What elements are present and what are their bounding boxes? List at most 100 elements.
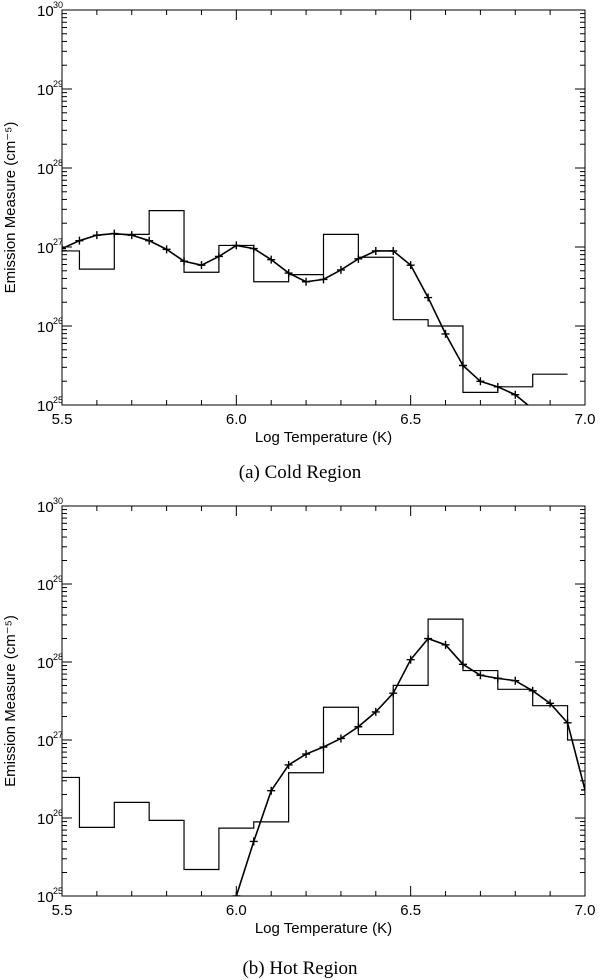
y-tick-exponent: 25: [53, 886, 63, 896]
data-point-plus: [493, 382, 502, 391]
x-tick-label: 6.0: [226, 411, 247, 428]
data-point-plus: [267, 786, 276, 795]
data-point-plus: [532, 404, 534, 405]
data-point-plus: [249, 244, 258, 253]
data-point-plus: [302, 750, 311, 759]
y-tick-exponent: 29: [53, 79, 63, 89]
data-point-plus: [336, 734, 345, 743]
y-tick-exponent: 30: [53, 496, 63, 506]
data-point-plus: [563, 718, 572, 727]
plot-area: [62, 210, 568, 405]
y-tick-base: 10: [37, 655, 54, 672]
y-tick-label: 10 25: [37, 886, 63, 906]
x-tick-label: 6.5: [400, 411, 421, 428]
y-tick-base: 10: [37, 889, 54, 906]
figure-caption: (a) Cold Region: [239, 462, 362, 483]
y-tick-base: 10: [37, 398, 54, 415]
x-tick-label: 5.5: [52, 902, 73, 919]
y-tick-exponent: 27: [53, 237, 63, 247]
data-point-plus: [424, 293, 433, 302]
y-tick-exponent: 27: [53, 730, 63, 740]
data-point-plus: [249, 837, 258, 846]
y-tick-exponent: 25: [53, 395, 63, 405]
data-point-plus: [354, 254, 363, 263]
data-point-plus: [389, 689, 398, 698]
data-point-plus: [232, 892, 241, 896]
histogram-series: [62, 618, 585, 871]
x-tick-label: 6.5: [400, 902, 421, 919]
y-tick-base: 10: [37, 161, 54, 178]
data-point-plus: [110, 229, 119, 238]
y-tick-label: 10 29: [37, 574, 63, 594]
data-point-plus: [406, 261, 415, 270]
y-tick-label: 10 25: [37, 395, 63, 415]
y-tick-base: 10: [37, 82, 54, 99]
x-tick-label: 5.5: [52, 411, 73, 428]
y-tick-label: 10 29: [37, 79, 63, 99]
data-point-plus: [476, 671, 485, 680]
y-tick-label: 10 30: [37, 496, 63, 516]
data-point-plus: [493, 674, 502, 683]
data-point-plus: [214, 252, 223, 261]
data-point-plus: [528, 686, 537, 695]
histogram-series: [62, 210, 568, 393]
data-point-plus: [62, 244, 66, 253]
data-point-plus: [406, 655, 415, 664]
plot-frame: [61, 9, 586, 406]
x-tick-label: 7.0: [575, 902, 596, 919]
y-axis-label: Emission Measure (cm⁻⁵): [2, 122, 19, 294]
y-tick-base: 10: [37, 499, 54, 516]
data-point-plus: [441, 329, 450, 338]
y-tick-base: 10: [37, 319, 54, 336]
data-point-plus: [458, 660, 467, 669]
data-point-plus: [476, 377, 485, 386]
y-tick-label: 10 28: [37, 652, 63, 672]
y-tick-label: 10 26: [37, 316, 63, 336]
x-axis-label: Log Temperature (K): [255, 920, 392, 937]
em-curve-series: [62, 232, 530, 405]
plot-area: [62, 618, 585, 896]
x-tick-label: 6.0: [226, 902, 247, 919]
data-point-plus: [354, 722, 363, 731]
y-tick-label: 10 30: [37, 0, 63, 20]
x-axis-label: Log Temperature (K): [255, 429, 392, 446]
data-point-plus: [336, 265, 345, 274]
data-point-plus: [197, 261, 206, 270]
y-tick-base: 10: [37, 577, 54, 594]
plot-frame: [61, 505, 586, 897]
data-point-plus: [127, 231, 136, 240]
data-point-plus: [424, 634, 433, 643]
figure-caption: (b) Hot Region: [242, 958, 358, 979]
data-point-plus: [319, 743, 328, 752]
data-point-plus: [546, 699, 555, 708]
y-tick-exponent: 30: [53, 0, 63, 10]
data-point-plus: [162, 245, 171, 254]
y-tick-label: 10 26: [37, 808, 63, 828]
x-tick-label: 7.0: [575, 411, 596, 428]
y-axis-label: Emission Measure (cm⁻⁵): [2, 615, 19, 787]
data-point-plus: [511, 676, 520, 685]
data-point-plus: [371, 707, 380, 716]
data-point-plus: [389, 246, 398, 255]
data-point-plus: [581, 785, 585, 794]
data-point-plus: [458, 361, 467, 370]
data-point-plus: [441, 640, 450, 649]
data-point-plus: [511, 390, 520, 399]
data-point-plus: [284, 269, 293, 278]
y-tick-exponent: 29: [53, 574, 63, 584]
y-tick-exponent: 26: [53, 808, 63, 818]
data-point-plus: [267, 255, 276, 264]
y-tick-base: 10: [37, 733, 54, 750]
data-point-plus: [284, 760, 293, 769]
data-point-plus: [371, 246, 380, 255]
data-point-plus: [319, 275, 328, 284]
y-tick-exponent: 28: [53, 652, 63, 662]
data-point-plus: [75, 236, 84, 245]
y-tick-label: 10 27: [37, 237, 63, 257]
y-tick-base: 10: [37, 3, 54, 20]
y-tick-base: 10: [37, 240, 54, 257]
data-point-plus: [180, 257, 189, 266]
data-point-plus: [92, 231, 101, 240]
